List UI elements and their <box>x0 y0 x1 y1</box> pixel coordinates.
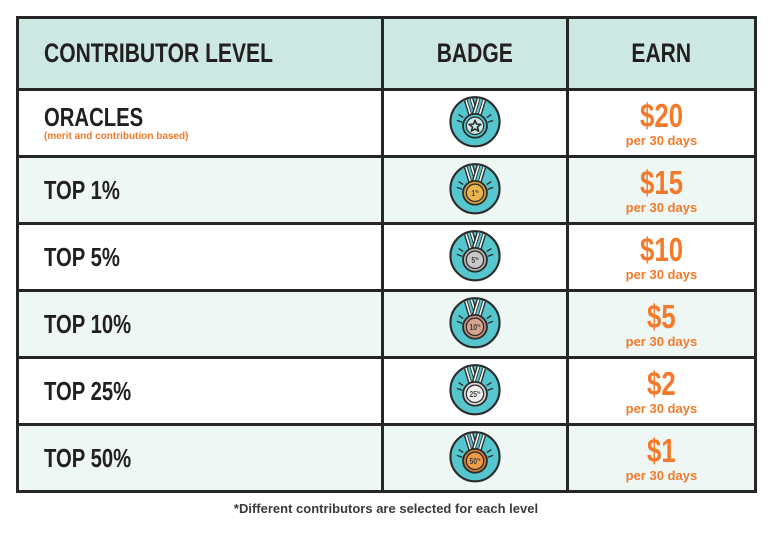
header-earn-label: EARN <box>631 38 692 68</box>
top-50-percent-medal-icon: 50% <box>448 428 502 483</box>
earn-amount: $20 <box>639 96 683 134</box>
badge-cell: 10% <box>381 289 569 359</box>
svg-text:5%: 5% <box>471 255 478 265</box>
top-10-percent-medal-icon: 10% <box>448 294 502 349</box>
table-body: ORACLES (merit and contribution based) $… <box>15 88 758 493</box>
header-badge: BADGE <box>381 16 569 91</box>
top-25-percent-medal-icon: 25% <box>448 361 502 416</box>
footnote: *Different contributors are selected for… <box>233 501 539 516</box>
earn-cell: $15 per 30 days <box>565 155 758 225</box>
badge-cell: 50% <box>381 423 569 493</box>
top-5-percent-medal-icon: 5% <box>448 227 502 282</box>
level-cell: TOP 50% <box>15 423 385 493</box>
table-row: TOP 1% 1% $15 per 30 days <box>15 155 758 225</box>
earn-period: per 30 days <box>625 467 698 483</box>
svg-text:50%: 50% <box>470 456 481 466</box>
level-label: TOP 5% <box>44 242 120 272</box>
earn-amount: $1 <box>647 431 676 469</box>
svg-text:10%: 10% <box>470 322 481 332</box>
level-cell: TOP 1% <box>15 155 385 225</box>
earn-cell: $1 per 30 days <box>565 423 758 493</box>
svg-text:25%: 25% <box>470 389 481 399</box>
earn-period: per 30 days <box>625 199 698 215</box>
rewards-table-container: CONTRIBUTOR LEVEL BADGE EARN ORACLES (me… <box>15 16 758 493</box>
table-row: TOP 5% 5% $10 per 30 days <box>15 222 758 292</box>
level-label: TOP 10% <box>44 309 132 339</box>
table-row: ORACLES (merit and contribution based) $… <box>15 88 758 158</box>
badge-cell <box>381 88 569 158</box>
svg-text:1%: 1% <box>471 188 478 198</box>
earn-period: per 30 days <box>625 266 698 282</box>
earn-cell: $2 per 30 days <box>565 356 758 426</box>
level-label: TOP 50% <box>44 443 132 473</box>
rewards-table: CONTRIBUTOR LEVEL BADGE EARN ORACLES (me… <box>15 16 758 493</box>
level-label: TOP 1% <box>44 175 120 205</box>
level-cell: TOP 5% <box>15 222 385 292</box>
earn-amount: $10 <box>639 230 683 268</box>
header-earn: EARN <box>565 16 758 91</box>
table-row: TOP 50% 50% $1 per 30 days <box>15 423 758 493</box>
header-contributor-level-label: CONTRIBUTOR LEVEL <box>44 38 273 68</box>
level-cell: TOP 25% <box>15 356 385 426</box>
level-cell: TOP 10% <box>15 289 385 359</box>
header-contributor-level: CONTRIBUTOR LEVEL <box>15 16 385 91</box>
earn-cell: $20 per 30 days <box>565 88 758 158</box>
level-label: TOP 25% <box>44 376 132 406</box>
earn-period: per 30 days <box>625 400 698 416</box>
badge-cell: 25% <box>381 356 569 426</box>
table-header: CONTRIBUTOR LEVEL BADGE EARN <box>15 16 758 91</box>
earn-cell: $10 per 30 days <box>565 222 758 292</box>
earn-period: per 30 days <box>625 333 698 349</box>
earn-amount: $5 <box>647 297 676 335</box>
badge-cell: 1% <box>381 155 569 225</box>
badge-cell: 5% <box>381 222 569 292</box>
level-label: ORACLES <box>44 102 144 132</box>
earn-amount: $15 <box>639 163 683 201</box>
earn-cell: $5 per 30 days <box>565 289 758 359</box>
top-1-percent-medal-icon: 1% <box>448 160 502 215</box>
level-sublabel: (merit and contribution based) <box>44 131 189 142</box>
table-row: TOP 25% 25% $2 per 30 days <box>15 356 758 426</box>
level-cell: ORACLES (merit and contribution based) <box>15 88 385 158</box>
header-badge-label: BADGE <box>437 38 514 68</box>
oracles-star-medal-icon <box>448 93 502 148</box>
earn-period: per 30 days <box>625 132 698 148</box>
table-row: TOP 10% 10% $5 per 30 days <box>15 289 758 359</box>
earn-amount: $2 <box>647 364 676 402</box>
